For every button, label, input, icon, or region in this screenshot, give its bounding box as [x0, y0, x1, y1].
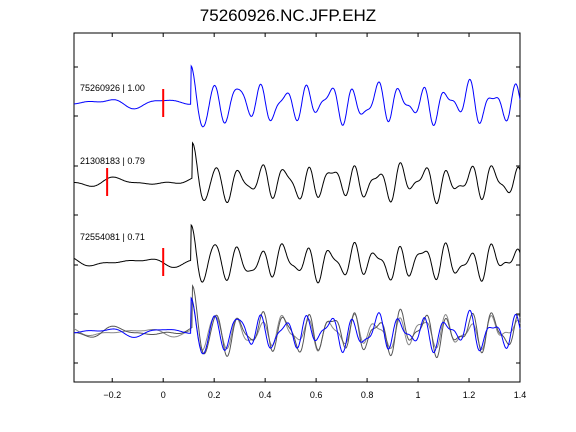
x-tick-label: 0 [161, 390, 166, 400]
waveform-trace-1 [74, 64, 521, 128]
x-tick-label: 1.4 [514, 390, 527, 400]
plot-axes [73, 32, 521, 383]
waveform-trace-2 [73, 141, 521, 205]
overlay-trace-3 [73, 297, 521, 352]
trace-group [73, 64, 521, 359]
x-tick-label: 1 [416, 390, 421, 400]
chart-title: 75260926.NC.JFP.EHZ [199, 6, 377, 25]
x-tick-label: 1.2 [463, 390, 476, 400]
overlay-trace-2 [74, 284, 521, 359]
trace-label-2: 21308183 | 0.79 [80, 156, 145, 166]
overlay-trace-1 [74, 296, 521, 355]
trace-label-1: 75260926 | 1.00 [80, 83, 145, 93]
trace-labels: 75260926 | 1.00 21308183 | 0.79 72554081… [80, 83, 145, 242]
x-tick-label: 0.2 [208, 390, 221, 400]
x-tick-label: −0.2 [103, 390, 121, 400]
trace-label-3: 72554081 | 0.71 [80, 232, 145, 242]
x-tick-label: 0.4 [259, 390, 272, 400]
x-tick-labels: −0.2 0 0.2 0.4 0.6 0.8 1 1.2 1.4 [103, 390, 526, 400]
x-tick-label: 0.6 [310, 390, 323, 400]
x-tick-label: 0.8 [361, 390, 374, 400]
waveform-trace-3 [73, 223, 521, 284]
plot-frame [73, 32, 521, 383]
